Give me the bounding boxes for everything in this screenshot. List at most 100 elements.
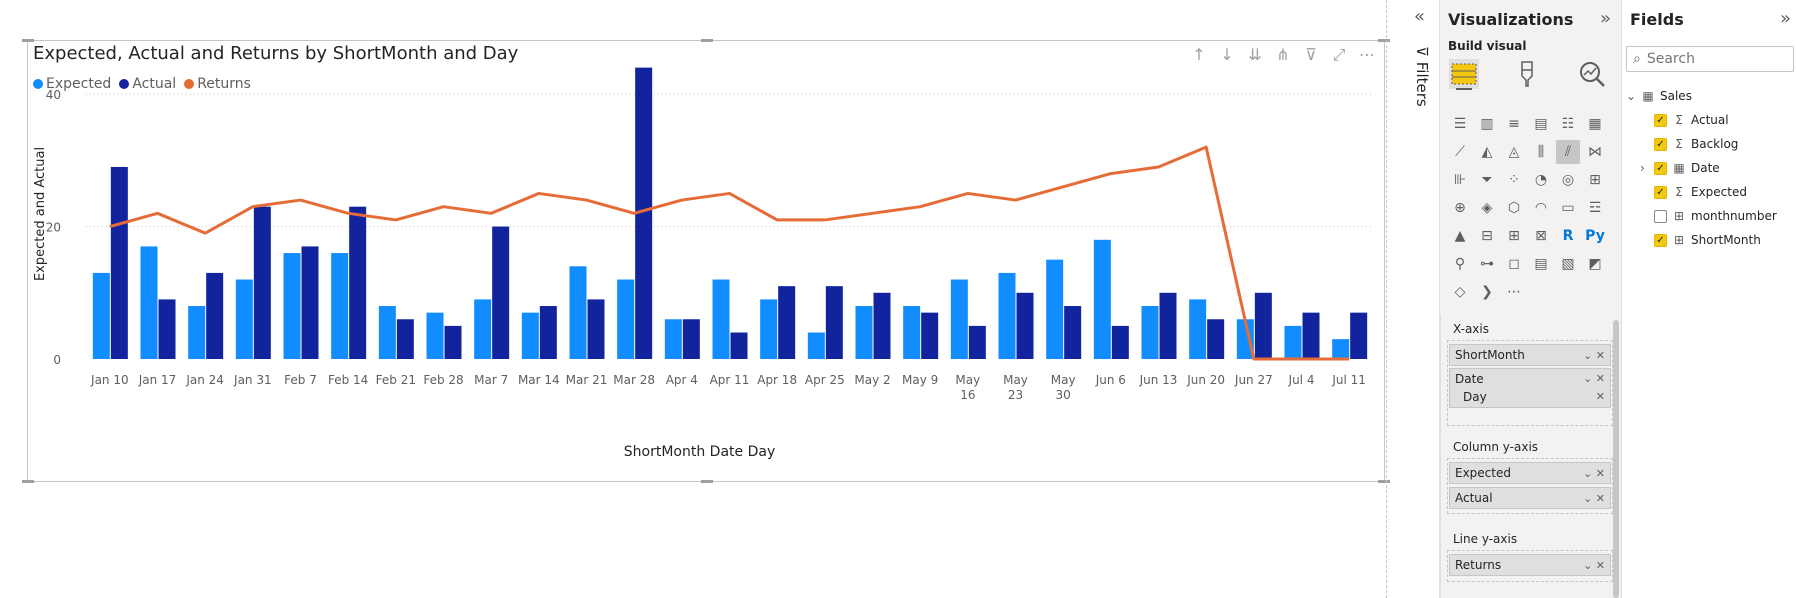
paginated-report-icon[interactable]: ▧	[1561, 256, 1575, 272]
stacked-column-icon[interactable]: ▥	[1480, 116, 1494, 132]
pill-actions[interactable]: ⌄ ✕	[1583, 466, 1605, 480]
resize-handle[interactable]	[701, 480, 713, 483]
chevron-right-icon[interactable]: ›	[1640, 161, 1645, 175]
arrow-up-icon[interactable]: ↑	[1192, 45, 1206, 64]
key-influencers-icon[interactable]: ⚲	[1454, 256, 1466, 272]
table-sales[interactable]: ⌄ ▦ Sales	[1626, 84, 1796, 108]
get-more-visuals-icon[interactable]: ❯	[1481, 284, 1493, 300]
donut-icon[interactable]: ◎	[1561, 172, 1575, 188]
pill-actions[interactable]: ⌄ ✕	[1583, 558, 1605, 572]
field-item-date[interactable]: › ✓ ▦ Date	[1626, 156, 1796, 180]
resize-handle[interactable]	[1378, 480, 1390, 483]
filters-label-text: Filters	[1413, 61, 1431, 107]
resize-handle[interactable]	[1378, 39, 1390, 42]
column-y-axis-field-expected[interactable]: Expected ⌄ ✕	[1449, 462, 1611, 484]
power-apps-icon[interactable]: ◩	[1588, 256, 1602, 272]
line-clustered-column-icon[interactable]: ⫽	[1556, 140, 1580, 164]
line-icon[interactable]: ⟋	[1455, 144, 1465, 160]
multi-row-card-icon[interactable]: ☲	[1588, 200, 1602, 216]
resize-handle[interactable]	[22, 39, 34, 42]
filled-map-icon[interactable]: ◈	[1481, 200, 1493, 216]
vertical-scrollbar[interactable]	[1613, 320, 1619, 598]
field-checkbox[interactable]: ✓	[1654, 137, 1667, 151]
analytics-tab-icon[interactable]	[1576, 58, 1608, 90]
legend-item-actual[interactable]: Actual	[119, 76, 176, 92]
matrix-icon[interactable]: ⊠	[1535, 228, 1547, 244]
map-icon[interactable]: ⊕	[1454, 200, 1466, 216]
card-icon[interactable]: ▭	[1561, 200, 1575, 216]
pie-icon[interactable]: ◔	[1534, 172, 1548, 188]
double-arrow-down-icon[interactable]: ⇊	[1248, 45, 1262, 64]
arrow-down-icon[interactable]: ↓	[1220, 45, 1234, 64]
pill-actions[interactable]: ⌄ ✕	[1583, 372, 1605, 385]
ribbon-icon[interactable]: ⋈	[1588, 144, 1602, 160]
field-item-expected[interactable]: ✓ Σ Expected	[1626, 180, 1796, 204]
column-y-axis-well[interactable]	[1447, 458, 1613, 514]
focus-mode-icon[interactable]: ⤢	[1332, 45, 1346, 64]
clustered-column-icon[interactable]: ▤	[1534, 116, 1548, 132]
chevron-down-icon[interactable]: ⌄	[1626, 89, 1637, 103]
filters-label[interactable]: ⊽ Filters	[1413, 46, 1431, 107]
slicer-icon[interactable]: ⊟	[1481, 228, 1493, 244]
stacked-bar-icon[interactable]: ☰	[1453, 116, 1467, 132]
legend-item-expected[interactable]: Expected	[33, 76, 111, 92]
field-checkbox[interactable]: ✓	[1654, 113, 1667, 127]
resize-handle[interactable]	[22, 480, 34, 483]
field-checkbox[interactable]: ✓	[1654, 185, 1667, 199]
format-visual-tab-icon[interactable]	[1512, 58, 1544, 90]
treemap-icon[interactable]: ⊞	[1589, 172, 1601, 188]
expand-right-icon[interactable]: »	[1599, 8, 1611, 29]
field-checkbox[interactable]	[1654, 209, 1667, 223]
search-input[interactable]	[1646, 51, 1777, 67]
field-item-shortmonth[interactable]: ✓ ⊞ ShortMonth	[1626, 228, 1796, 252]
field-item-monthnumber[interactable]: ⊞ monthnumber	[1626, 204, 1796, 228]
line-stacked-column-icon[interactable]: ⫼	[1537, 144, 1545, 160]
line-y-axis-field-returns[interactable]: Returns ⌄ ✕	[1449, 554, 1611, 576]
filter-icon[interactable]: ⊽	[1305, 45, 1317, 64]
expand-right-icon[interactable]: »	[1779, 8, 1791, 29]
legend-item-returns[interactable]: Returns	[184, 76, 251, 92]
collapse-left-icon[interactable]: «	[1414, 6, 1426, 27]
qa-icon[interactable]: ◻	[1508, 256, 1520, 272]
x-axis-well[interactable]	[1447, 340, 1613, 426]
pill-actions[interactable]: ⌄ ✕	[1583, 491, 1605, 505]
gauge-icon[interactable]: ◠	[1534, 200, 1548, 216]
pill-actions[interactable]: ⌄ ✕	[1583, 348, 1605, 362]
smart-narrative-icon[interactable]: ▤	[1534, 256, 1548, 272]
100-column-icon[interactable]: ▦	[1588, 116, 1602, 132]
hierarchy-expand-icon[interactable]: ⋔	[1276, 45, 1290, 64]
r-visual-icon[interactable]: R	[1562, 228, 1574, 244]
field-item-actual[interactable]: ✓ Σ Actual	[1626, 108, 1796, 132]
waterfall-icon[interactable]: ⊪	[1453, 172, 1467, 188]
x-axis-field-date[interactable]: Date ⌄ ✕ Day ✕	[1449, 368, 1611, 408]
table-icon[interactable]: ⊞	[1508, 228, 1520, 244]
x-tick-label: May 2	[854, 373, 890, 387]
field-checkbox[interactable]: ✓	[1654, 161, 1667, 175]
column-y-axis-field-actual[interactable]: Actual ⌄ ✕	[1449, 487, 1611, 509]
more-icon[interactable]: ⋯	[1507, 284, 1521, 300]
kpi-icon[interactable]: ▲	[1454, 228, 1466, 244]
remove-icon[interactable]: ✕	[1595, 390, 1605, 403]
power-automate-icon[interactable]: ◇	[1454, 284, 1466, 300]
scatter-icon[interactable]: ⁘	[1508, 172, 1520, 188]
area-icon[interactable]: ◭	[1481, 144, 1493, 160]
more-options-icon[interactable]: ⋯	[1359, 45, 1375, 64]
stacked-area-icon[interactable]: ◬	[1508, 144, 1520, 160]
build-visual-tab-icon[interactable]	[1448, 58, 1480, 90]
filters-pane-collapsed[interactable]: « ⊽ Filters	[1406, 0, 1440, 598]
field-checkbox[interactable]: ✓	[1654, 233, 1667, 247]
field-item-backlog[interactable]: ✓ Σ Backlog	[1626, 132, 1796, 156]
shape-map-icon[interactable]: ⬡	[1507, 200, 1521, 216]
fields-search[interactable]: ⌕	[1626, 46, 1794, 72]
decomposition-tree-icon[interactable]: ⊶	[1480, 256, 1494, 272]
resize-handle[interactable]	[701, 39, 713, 42]
x-axis-field-shortmonth[interactable]: ShortMonth ⌄ ✕	[1449, 344, 1611, 366]
funnel-icon[interactable]: ⏷	[1481, 172, 1493, 188]
100-bar-icon[interactable]: ☷	[1561, 116, 1575, 132]
clustered-bar-icon[interactable]: ≡	[1508, 116, 1520, 132]
bar-expected	[1332, 339, 1350, 359]
combo-chart-visual[interactable]: Expected, Actual and Returns by ShortMon…	[22, 39, 1390, 483]
python-visual-icon[interactable]: Py	[1585, 228, 1605, 244]
bar-expected	[378, 306, 396, 359]
line-y-axis-well[interactable]	[1447, 550, 1613, 582]
